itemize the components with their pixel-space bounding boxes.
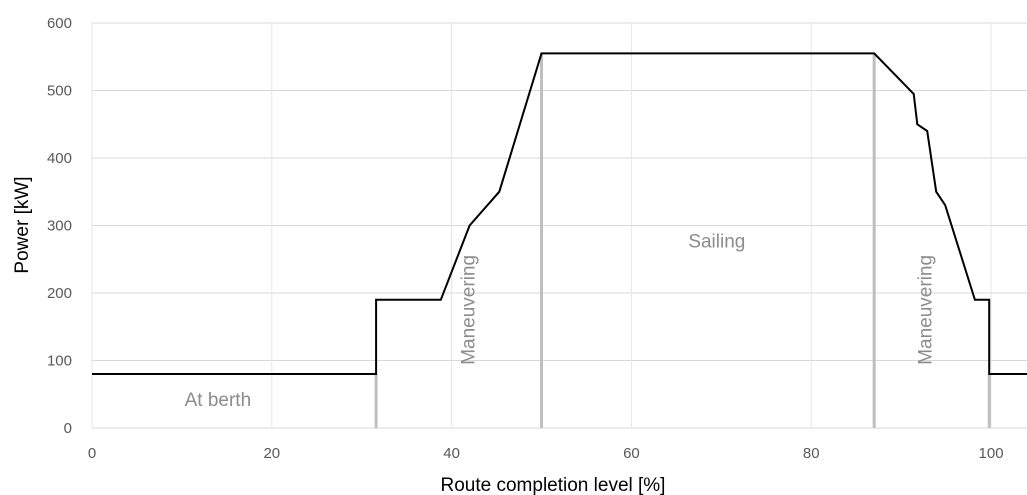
x-tick-label: 80	[803, 445, 820, 462]
grid-lines	[91, 22, 1027, 429]
x-tick-label: 100	[979, 445, 1004, 462]
phase-annotations: At berth Maneuvering Sailing Maneuvering	[185, 231, 937, 411]
y-tick-labels: 0 100 200 300 400 500 600	[47, 15, 72, 437]
x-tick-label: 20	[263, 445, 280, 462]
x-tick-labels: 0 20 40 60 80 100	[88, 445, 1004, 462]
x-tick-label: 60	[623, 445, 640, 462]
y-axis-label: Power [kW]	[12, 176, 33, 273]
series-line	[92, 52, 1027, 375]
y-tick-label: 400	[47, 150, 72, 167]
phase-label: Sailing	[688, 231, 745, 252]
x-tick-label: 0	[88, 445, 96, 462]
x-tick-label: 40	[443, 445, 460, 462]
y-tick-label: 300	[47, 218, 72, 235]
phase-label: At berth	[185, 390, 252, 411]
series-lines	[92, 52, 1027, 375]
phase-label: Maneuvering	[915, 255, 936, 365]
phase-dividers	[374, 53, 991, 428]
y-tick-label: 500	[47, 83, 72, 100]
y-tick-label: 0	[64, 420, 72, 437]
y-tick-label: 100	[47, 353, 72, 370]
x-axis-label: Route completion level [%]	[441, 475, 666, 495]
phase-label: Maneuvering	[459, 255, 480, 365]
y-tick-label: 200	[47, 285, 72, 302]
y-tick-label: 600	[47, 15, 72, 32]
